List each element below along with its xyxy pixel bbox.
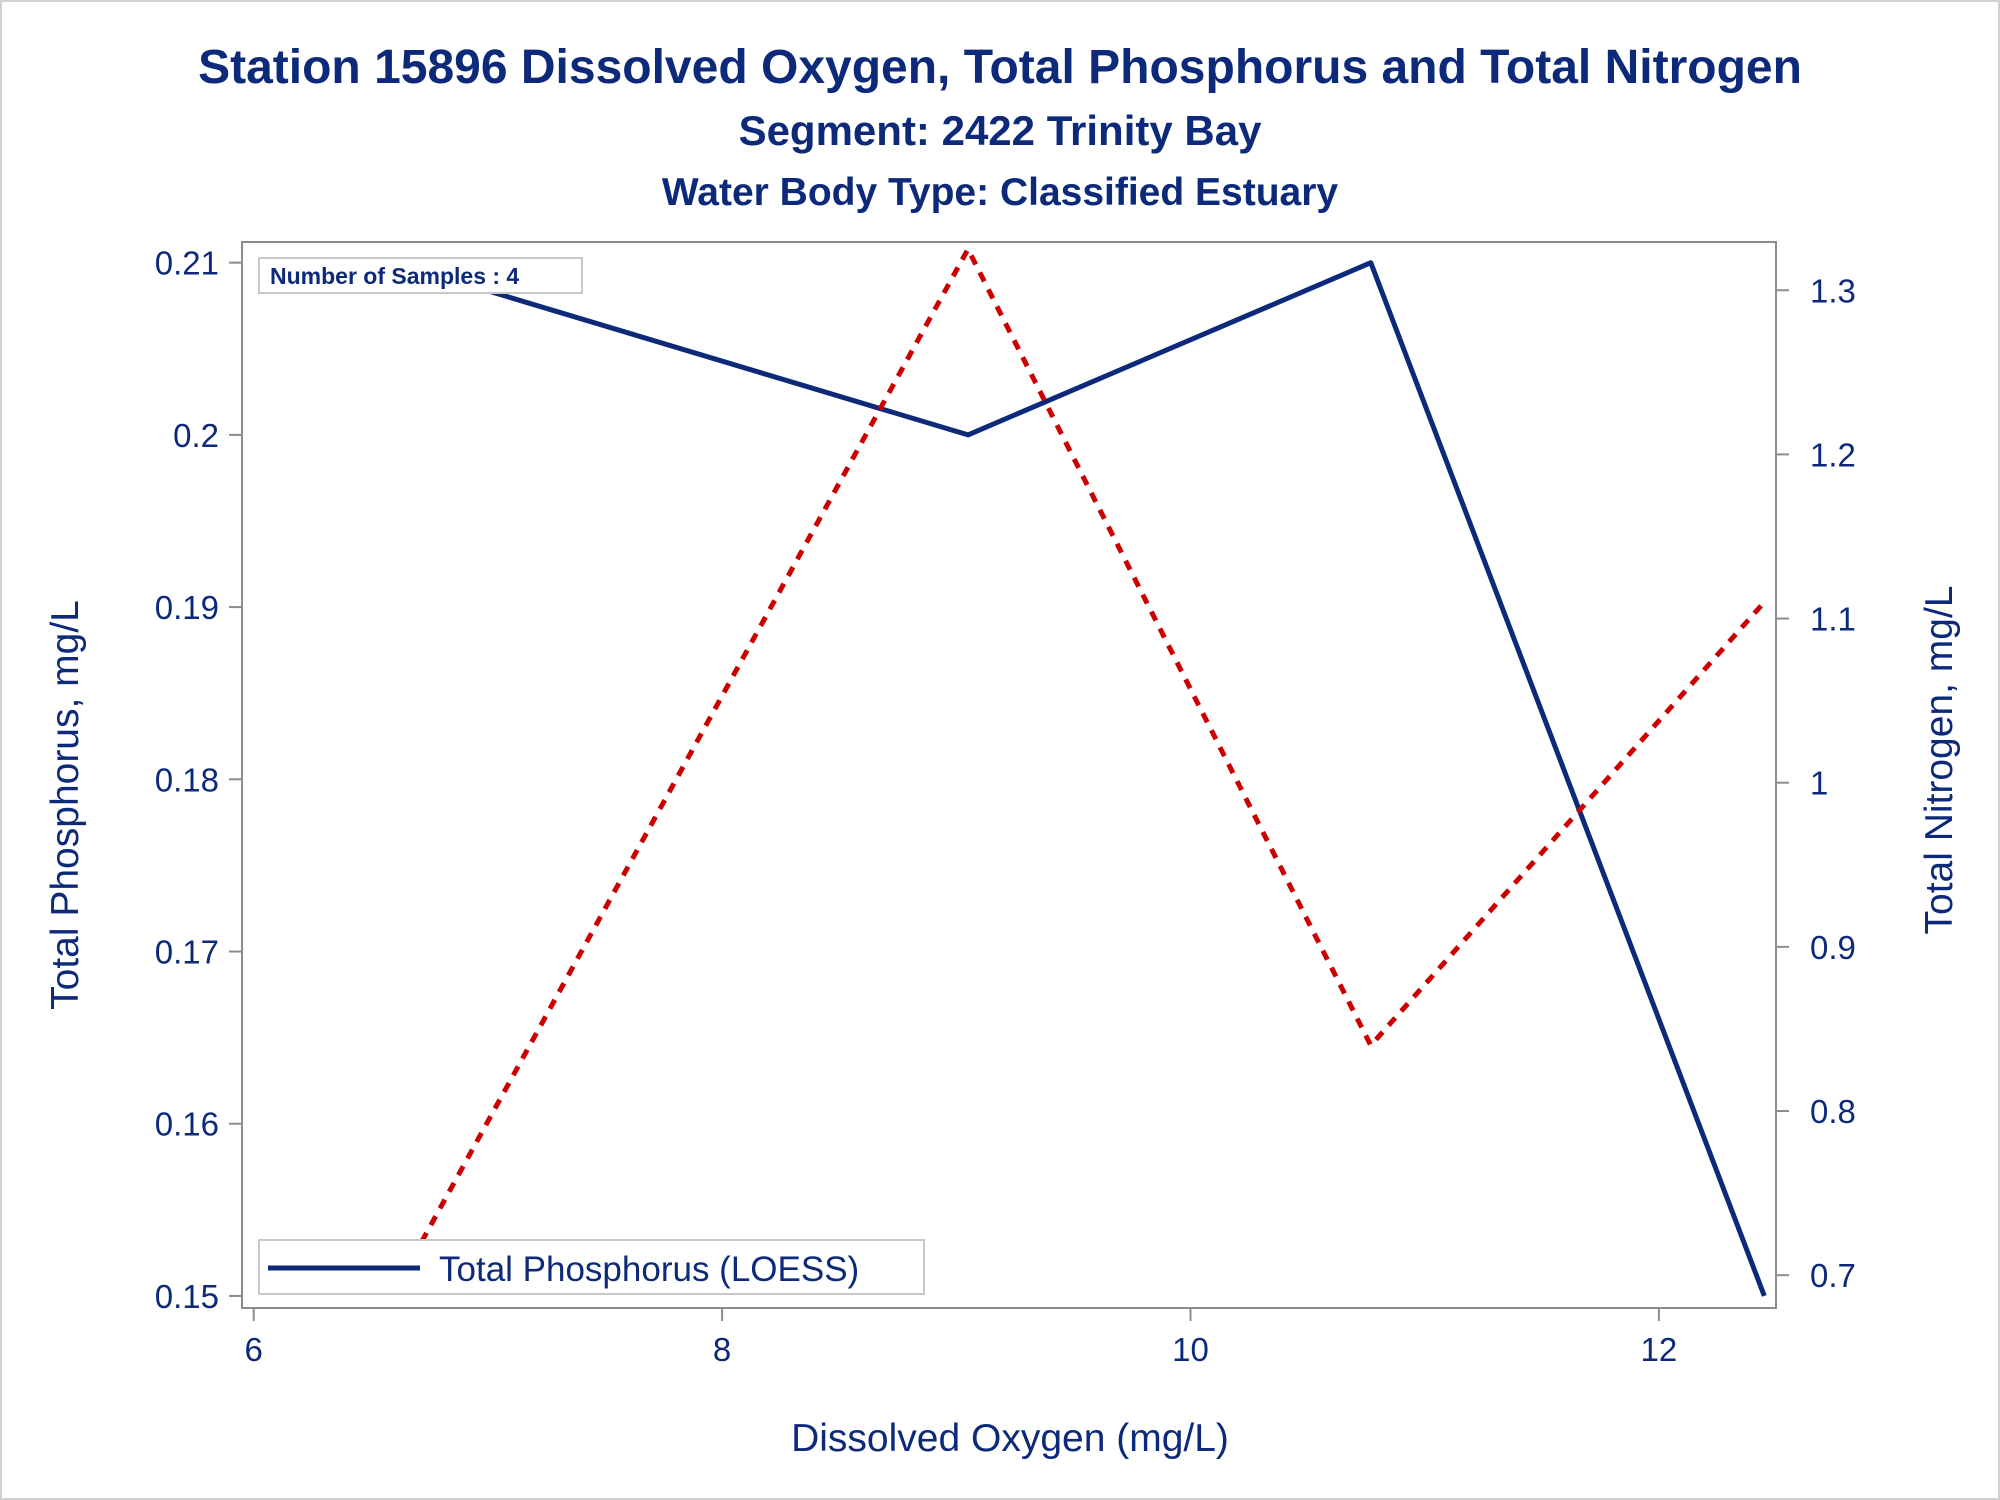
y2-tick-label: 0.8 — [1810, 1093, 1856, 1130]
series-line-phosphorus — [393, 260, 1767, 1297]
chart-title: Station 15896 Dissolved Oxygen, Total Ph… — [198, 41, 1802, 94]
x-tick-label: 10 — [1172, 1331, 1209, 1368]
y-axis-label-left: Total Phosphorus, mg/L — [44, 600, 87, 1010]
legend-entry-phosphorus: Total Phosphorus (LOESS) — [439, 1250, 859, 1289]
series-layer — [392, 246, 1767, 1297]
y-tick-label: 0.2 — [173, 417, 219, 454]
y-tick-label: 0.15 — [155, 1278, 219, 1315]
legend: Total Phosphorus (LOESS) — [258, 1239, 925, 1295]
x-tick-label: 8 — [713, 1331, 731, 1368]
y-axis-label-right: Total Nitrogen, mg/L — [1918, 585, 1961, 934]
x-tick-label: 12 — [1641, 1331, 1678, 1368]
x-tick-label: 6 — [245, 1331, 263, 1368]
y2-tick-label: 1.1 — [1810, 601, 1856, 638]
series-line-nitrogen — [392, 246, 1767, 1293]
y-tick-label: 0.17 — [155, 934, 219, 971]
y-tick-label: 0.19 — [155, 589, 219, 626]
y2-tick-label: 1.3 — [1810, 272, 1856, 309]
chart-subtitle-water-body: Water Body Type: Classified Estuary — [661, 171, 1339, 214]
plot-area — [241, 241, 1777, 1309]
x-axis: 6 8 10 12 — [245, 1308, 1678, 1368]
y2-tick-label: 0.7 — [1810, 1257, 1856, 1294]
y-tick-label: 0.18 — [155, 761, 219, 798]
y-axis-left: 0.15 0.16 0.17 0.18 0.19 0.2 0.21 — [155, 245, 242, 1315]
y-axis-right: 0.7 0.8 0.9 1 1.1 1.2 1.3 — [1776, 272, 1856, 1294]
y-tick-label: 0.21 — [155, 245, 219, 282]
y2-tick-label: 0.9 — [1810, 929, 1856, 966]
chart-subtitle-segment: Segment: 2422 Trinity Bay — [738, 107, 1262, 154]
y2-tick-label: 1.2 — [1810, 436, 1856, 473]
sample-count-label: Number of Samples : 4 — [270, 263, 519, 289]
sample-count-box: Number of Samples : 4 — [258, 257, 583, 294]
y2-tick-label: 1 — [1810, 765, 1828, 802]
x-axis-label: Dissolved Oxygen (mg/L) — [791, 1417, 1229, 1460]
y-tick-label: 0.16 — [155, 1106, 219, 1143]
